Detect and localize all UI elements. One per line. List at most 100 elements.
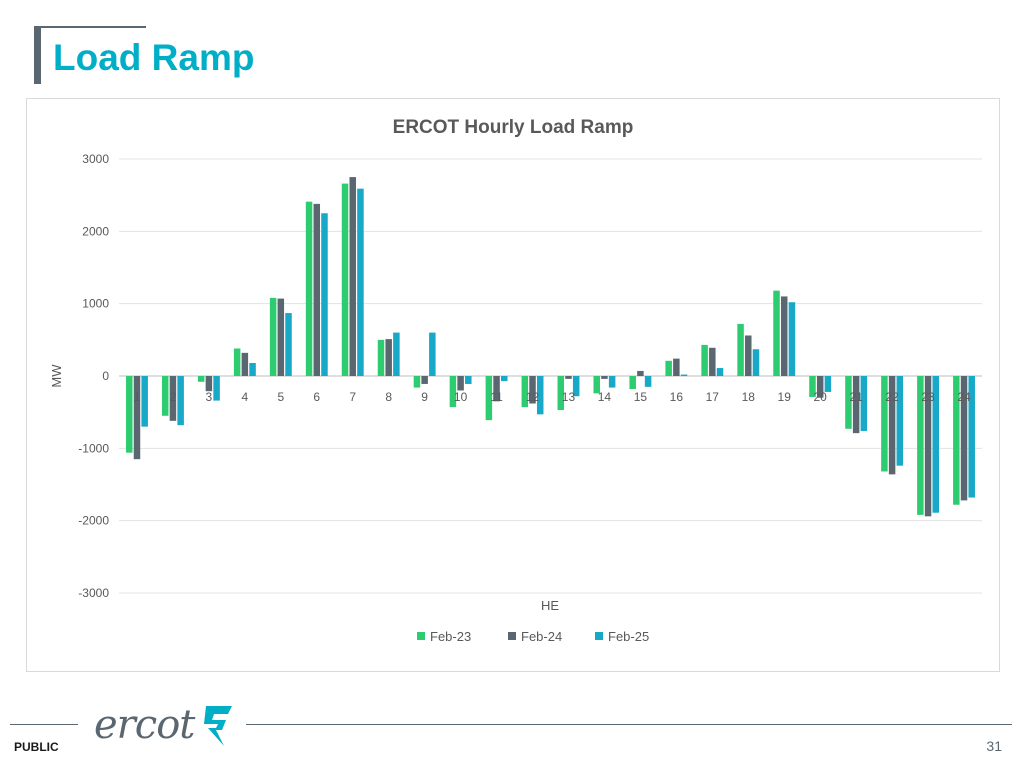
bar [845, 376, 852, 429]
title-accent-bar [34, 26, 41, 84]
y-tick-label: 3000 [82, 152, 109, 166]
slide-title: Load Ramp [53, 37, 255, 78]
bar [860, 376, 868, 431]
bar [932, 376, 940, 513]
legend-label: Feb-24 [521, 629, 562, 644]
bar [680, 374, 688, 376]
bar [233, 348, 241, 376]
bar [305, 201, 313, 376]
bar [277, 298, 285, 376]
footer-divider-left [10, 724, 78, 725]
bar [780, 296, 788, 376]
x-tick-label: 16 [670, 390, 684, 404]
x-tick-label: 12 [526, 390, 540, 404]
bar [529, 376, 536, 404]
footer-divider-right [246, 724, 1012, 725]
bar [968, 376, 975, 498]
bar [285, 313, 292, 376]
x-tick-label: 14 [598, 390, 612, 404]
logo-text: ercot [94, 702, 195, 748]
bar [349, 177, 356, 376]
ercot-logo: ercot [94, 700, 236, 750]
chart-frame: ERCOT Hourly Load Ramp 3000 2000 1000 0 -1000… [26, 98, 1000, 672]
bar [896, 376, 904, 466]
bar [493, 376, 500, 402]
bar [665, 360, 672, 376]
y-tick-label: -1000 [78, 441, 109, 455]
bar [565, 376, 572, 379]
bar [593, 376, 600, 394]
chart-title: ERCOT Hourly Load Ramp [393, 117, 634, 138]
bar [197, 376, 205, 382]
page-number: 31 [986, 738, 1002, 754]
ercot-logo-icon [204, 706, 233, 746]
bar [737, 323, 744, 376]
bar [213, 376, 220, 401]
x-tick-label: 3 [206, 390, 213, 404]
bar [385, 339, 392, 376]
x-tick-label: 19 [778, 390, 792, 404]
x-tick-label: 21 [849, 390, 863, 404]
x-tick-label: 2 [170, 390, 177, 404]
bar [313, 203, 321, 376]
y-tick-label: -2000 [78, 514, 109, 528]
y-tick-label: -3000 [78, 586, 109, 600]
bar [644, 376, 652, 387]
bar [241, 352, 249, 376]
bar [629, 376, 636, 390]
x-tick-label: 5 [277, 390, 284, 404]
bar [924, 376, 932, 517]
bar [377, 339, 385, 376]
bar [701, 344, 708, 376]
x-tick-label: 15 [634, 390, 648, 404]
bar [205, 376, 213, 392]
bar [133, 376, 141, 460]
y-tick-label: 0 [102, 369, 109, 383]
legend-swatch [417, 632, 425, 640]
x-tick-label: 24 [957, 390, 971, 404]
bar [745, 335, 752, 376]
bar [917, 376, 924, 515]
x-tick-label: 6 [313, 390, 320, 404]
bar [960, 376, 968, 501]
bar [457, 376, 464, 391]
bar [177, 376, 184, 426]
bar [673, 358, 680, 376]
bar [881, 376, 888, 472]
x-tick-label: 23 [921, 390, 935, 404]
x-tick-label: 9 [421, 390, 428, 404]
bar [709, 347, 716, 376]
y-tick-label: 1000 [82, 297, 109, 311]
bar [716, 368, 724, 376]
bar [816, 376, 824, 398]
bar [536, 376, 544, 415]
x-axis-label: HE [541, 598, 559, 613]
bar [169, 376, 177, 421]
x-tick-label: 4 [242, 390, 249, 404]
bar [393, 332, 400, 376]
bar [249, 362, 256, 376]
legend-swatch [508, 632, 516, 640]
bar [557, 376, 565, 410]
bar [485, 376, 493, 421]
x-tick-label: 1 [134, 390, 141, 404]
x-tick-label: 11 [490, 390, 503, 404]
bar [341, 183, 349, 376]
bar [449, 376, 457, 408]
bar [852, 376, 860, 434]
x-tick-label: 8 [385, 390, 392, 404]
x-tick-label: 7 [349, 390, 356, 404]
bar [521, 376, 529, 408]
bar [501, 376, 508, 382]
bar [809, 376, 816, 397]
bar [572, 376, 580, 397]
bar [465, 376, 472, 384]
bar [421, 376, 428, 384]
bar [888, 376, 896, 475]
legend-label: Feb-25 [608, 629, 649, 644]
bar [141, 376, 148, 427]
x-tick-label: 18 [742, 390, 756, 404]
title-rule [34, 26, 146, 28]
bar [788, 302, 796, 376]
bar [824, 376, 832, 392]
